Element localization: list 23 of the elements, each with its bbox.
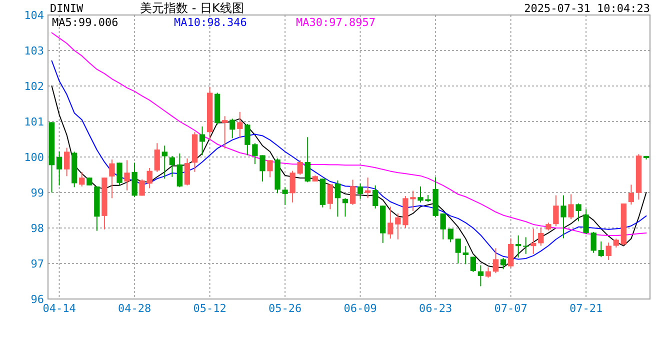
- x-tick-label: 07-21: [569, 302, 603, 315]
- x-tick-label: 07-07: [494, 302, 528, 315]
- y-tick-label: 96: [30, 293, 44, 306]
- annotation: 2025-07-31 10:04:23: [524, 2, 650, 15]
- text: MA30:97.8957: [296, 16, 376, 29]
- y-tick-label: 100: [24, 151, 44, 164]
- y-tick-label: 98: [30, 222, 44, 235]
- x-tick-label: 05-12: [193, 302, 226, 315]
- y-tick-label: 101: [24, 116, 44, 128]
- chart-title: 美元指数 - 日K线图: [140, 1, 244, 15]
- y-tick-label: 104: [24, 9, 44, 22]
- x-tick-label: 05-26: [268, 302, 302, 315]
- y-tick-label: 97: [30, 258, 44, 270]
- y-tick-label: 102: [24, 80, 44, 93]
- y-tick-label: 99: [30, 186, 44, 200]
- text: MA10:98.346: [174, 16, 247, 29]
- x-tick-label: 06-09: [344, 302, 377, 315]
- x-tick-label: 04-28: [118, 302, 152, 315]
- x-tick-label: 04-14: [42, 302, 76, 315]
- y-tick-label: 103: [24, 44, 44, 58]
- chart-subtitle: DINIW: [50, 2, 84, 15]
- text: MA5:99.006: [52, 16, 118, 29]
- x-tick-label: 06-23: [418, 302, 452, 315]
